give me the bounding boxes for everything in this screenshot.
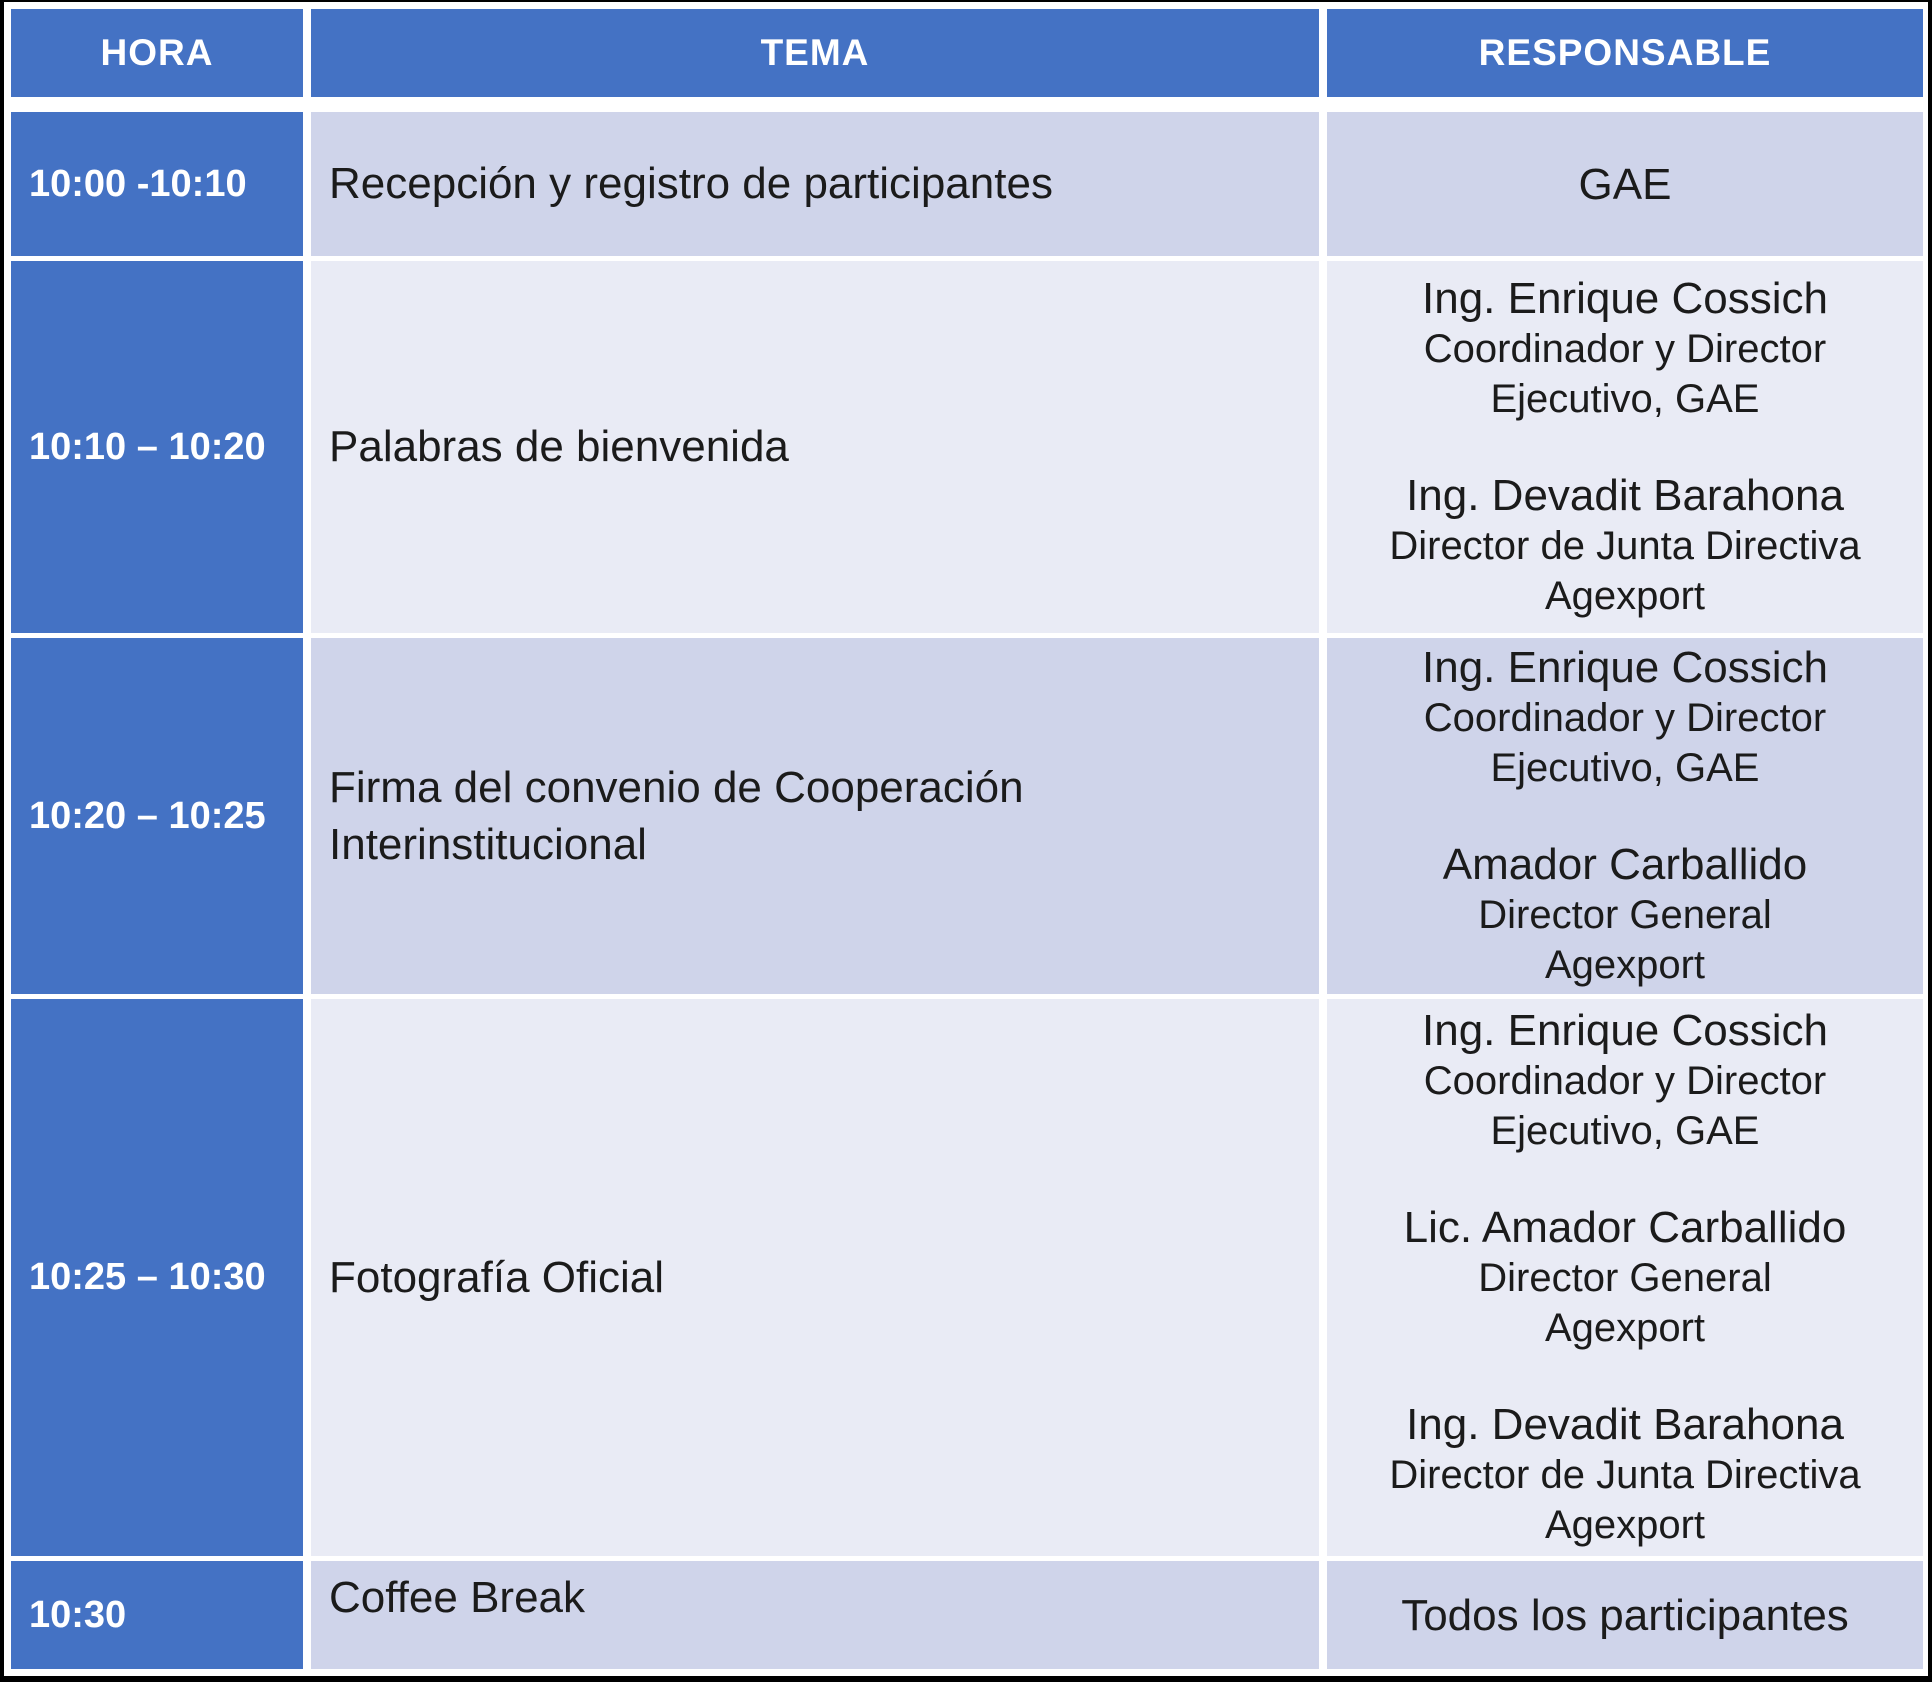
tema-label: Recepción y registro de participantes <box>329 159 1053 209</box>
person-name: GAE <box>1578 159 1672 209</box>
person-name: Lic. Amador Carballido <box>1403 1203 1847 1252</box>
person-title: Ejecutivo, GAE <box>1490 377 1760 421</box>
responsable-person: Lic. Amador Carballido Director General Ag… <box>1404 1202 1847 1353</box>
responsable-person: Todos los participantes <box>1401 1590 1849 1641</box>
person-name: Amador Carballido <box>1442 840 1808 889</box>
person-title: Agexport <box>1544 1306 1706 1350</box>
person-name: Ing. Devadit Barahona <box>1406 471 1844 520</box>
time-label: 10:30 <box>29 1593 127 1636</box>
time-label: 10:00 -10:10 <box>29 162 247 205</box>
table-row: 10:00 -10:10 Recepción y registro de par… <box>11 112 1923 256</box>
responsable-cell: GAE <box>1327 112 1923 256</box>
responsable-person: Ing. Enrique Cossich Coordinador y Direct… <box>1422 642 1828 793</box>
tema-label: Fotografía Oficial <box>329 1252 665 1302</box>
person-title: Ejecutivo, GAE <box>1490 746 1760 790</box>
time-cell: 10:25 – 10:30 <box>11 999 303 1556</box>
responsable-person: Ing. Enrique Cossich Coordinador y Direct… <box>1422 1005 1828 1156</box>
time-cell: 10:30 <box>11 1561 303 1669</box>
tema-label: Palabras de bienvenida <box>329 422 789 472</box>
time-cell: 10:00 -10:10 <box>11 112 303 256</box>
person-title: Director de Junta Directiva <box>1389 1453 1861 1497</box>
person-name: Ing. Devadit Barahona <box>1406 1400 1844 1449</box>
person-name: Ing. Enrique Cossich <box>1422 1006 1828 1055</box>
person-name: Ing. Enrique Cossich <box>1422 643 1828 692</box>
table-row: 10:25 – 10:30 Fotografía Oficial Ing. En… <box>11 999 1923 1556</box>
person-title: Coordinador y Director <box>1423 327 1827 371</box>
column-header-hora: HORA <box>11 9 303 97</box>
tema-cell: Recepción y registro de participantes <box>311 112 1319 256</box>
tema-cell: Palabras de bienvenida <box>311 261 1319 633</box>
person-title: Agexport <box>1544 943 1706 987</box>
table-row: 10:20 – 10:25 Firma del convenio de Coop… <box>11 638 1923 994</box>
person-title: Ejecutivo, GAE <box>1490 1109 1760 1153</box>
table-row: 10:10 – 10:20 Palabras de bienvenida Ing… <box>11 261 1923 633</box>
person-title: Agexport <box>1544 574 1706 618</box>
person-title: Director General <box>1478 893 1772 937</box>
responsable-person: Ing. Devadit Barahona Director de Junta D… <box>1389 470 1860 621</box>
column-header-responsable: RESPONSABLE <box>1327 9 1923 97</box>
responsable-cell: Ing. Enrique Cossich Coordinador y Direct… <box>1327 261 1923 633</box>
table-body: 10:00 -10:10 Recepción y registro de par… <box>11 112 1923 1669</box>
time-cell: 10:10 – 10:20 <box>11 261 303 633</box>
person-title: Director General <box>1478 1256 1772 1300</box>
time-cell: 10:20 – 10:25 <box>11 638 303 994</box>
person-name: Todos los participantes <box>1401 1590 1849 1640</box>
responsable-person: Ing. Devadit Barahona Director de Junta D… <box>1389 1399 1860 1550</box>
tema-label: Firma del convenio de Cooperación Interi… <box>329 762 1024 869</box>
tema-cell: Coffee Break <box>311 1561 1319 1669</box>
person-title: Agexport <box>1544 1503 1706 1547</box>
table-header-row: HORA TEMA RESPONSABLE <box>11 9 1923 97</box>
responsable-cell: Ing. Enrique Cossich Coordinador y Direct… <box>1327 999 1923 1556</box>
person-name: Ing. Enrique Cossich <box>1422 274 1828 323</box>
responsable-person: Ing. Enrique Cossich Coordinador y Direct… <box>1422 273 1828 424</box>
time-label: 10:10 – 10:20 <box>29 425 266 468</box>
responsable-person: Amador Carballido Director General Agexpor… <box>1443 839 1807 990</box>
column-header-tema: TEMA <box>311 9 1319 97</box>
person-title: Coordinador y Director <box>1423 1059 1827 1103</box>
time-label: 10:20 – 10:25 <box>29 794 266 837</box>
responsable-cell: Todos los participantes <box>1327 1561 1923 1669</box>
tema-cell: Firma del convenio de Cooperación Interi… <box>311 638 1319 994</box>
responsable-person: GAE <box>1579 159 1672 210</box>
responsable-cell: Ing. Enrique Cossich Coordinador y Direct… <box>1327 638 1923 994</box>
time-label: 10:25 – 10:30 <box>29 1256 266 1298</box>
person-title: Director de Junta Directiva <box>1389 524 1861 568</box>
tema-cell: Fotografía Oficial <box>311 999 1319 1556</box>
table-row: 10:30 Coffee Break Todos los participant… <box>11 1561 1923 1669</box>
tema-label: Coffee Break <box>329 1573 586 1622</box>
person-title: Coordinador y Director <box>1423 696 1827 740</box>
